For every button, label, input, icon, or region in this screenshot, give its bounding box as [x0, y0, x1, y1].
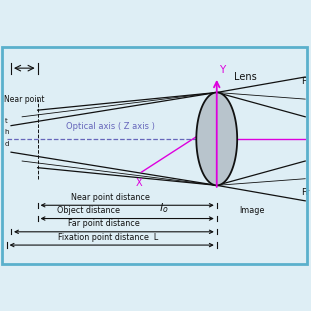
Text: Near point: Near point [4, 95, 45, 104]
Text: $\mathit{l}_o$: $\mathit{l}_o$ [159, 201, 168, 215]
Text: Object distance: Object distance [57, 206, 120, 215]
Text: Image: Image [239, 206, 264, 215]
Text: Fixation point distance  L: Fixation point distance L [58, 233, 159, 242]
Polygon shape [196, 92, 237, 185]
Text: Far point distance: Far point distance [68, 219, 140, 228]
Text: t: t [4, 118, 7, 124]
Text: Y: Y [219, 65, 225, 75]
Text: F: F [301, 77, 306, 86]
Text: Near point distance: Near point distance [71, 193, 150, 202]
Text: Lens: Lens [234, 72, 257, 82]
Text: X: X [136, 178, 143, 188]
Text: h: h [4, 129, 9, 136]
Text: d: d [4, 141, 9, 146]
Text: Optical axis ( Z axis ): Optical axis ( Z axis ) [66, 122, 155, 131]
Text: Fr: Fr [301, 188, 309, 197]
